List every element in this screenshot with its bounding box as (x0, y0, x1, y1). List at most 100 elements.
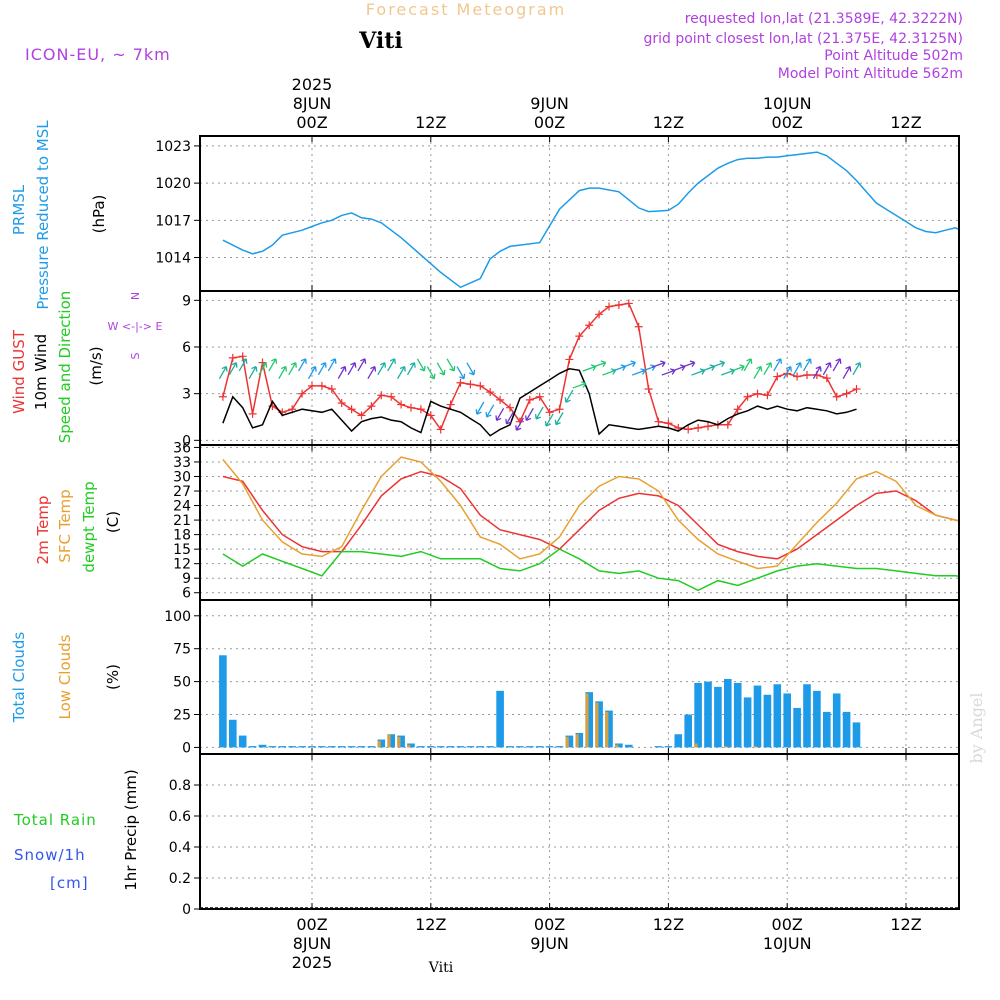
temp-2m-label: 2m Temp (34, 496, 52, 565)
wind-arrow (228, 362, 238, 376)
total-cloud-bar (773, 684, 782, 748)
wind-arrow-head (825, 362, 832, 368)
wind-arrow (406, 362, 416, 376)
app-title: Forecast Meteogram (366, 0, 566, 19)
total-cloud-bar (575, 732, 584, 748)
low-cloud-bar (595, 702, 599, 748)
panel-3: 0 25 50 75 100 (164, 599, 960, 756)
total-cloud-bar (229, 719, 237, 748)
wind-arrow-shaft (486, 404, 495, 418)
wind-arrow-shaft (621, 361, 636, 368)
gust-marker (506, 403, 514, 412)
wind-arrow (602, 368, 617, 376)
wind-arrow (377, 362, 387, 376)
y-tick-label: 15 (173, 542, 191, 558)
wind-arrow-head (370, 366, 377, 372)
total-cloud-bar (694, 682, 702, 748)
gust-marker (644, 385, 653, 393)
wind-arrow (534, 406, 544, 420)
wind-arrow-head (469, 369, 476, 376)
total-cloud-bar (654, 746, 663, 748)
wind-arrow-shaft (337, 366, 346, 380)
wind-arrow (495, 407, 505, 422)
y-tick-label: 24 (173, 499, 191, 515)
total-cloud-bar (357, 746, 366, 748)
gust-marker (397, 400, 406, 409)
gust-marker (852, 385, 861, 393)
wind-arrow (773, 358, 783, 372)
model-altitude: Model Point Altitude 562m (778, 66, 963, 82)
total-cloud-bar (813, 690, 821, 748)
wind-arrow-head (350, 362, 357, 368)
gust-marker (387, 392, 396, 401)
total-cloud-bar (555, 746, 564, 748)
total-cloud-bar (753, 685, 762, 748)
gust-marker (228, 353, 237, 362)
wind-arrow (426, 366, 436, 380)
panel-frame (199, 753, 960, 910)
wind-arrow (753, 366, 763, 380)
wind-arrow-shaft (565, 389, 574, 403)
low-cloud-bar (387, 734, 391, 748)
wind-arrow (515, 417, 524, 431)
wind-arrow (436, 362, 446, 376)
total-cloud-bar (595, 701, 603, 748)
wind-arrow (387, 358, 396, 372)
total-cloud-bar (436, 746, 445, 748)
wind-arrow-head (419, 365, 426, 372)
gust-marker (654, 417, 663, 426)
wind-arrow-head (379, 362, 387, 368)
total-cloud-bar (842, 711, 851, 748)
y-tick-label: 0.4 (169, 840, 191, 856)
y-tick-label: 3 (182, 387, 191, 403)
gust-marker (525, 395, 534, 404)
wind-arrow (720, 368, 735, 376)
wind-arrow-head (689, 360, 696, 368)
wind-arrow-head (290, 362, 297, 368)
wind-arrow-head (630, 360, 636, 368)
wind-arrow-shaft (268, 358, 277, 372)
temp-panel-labels: 2m Temp SFC Temp dewpt Temp (C) (34, 481, 122, 572)
wind-arrow-shaft (592, 361, 606, 368)
wind-arrow (218, 366, 228, 380)
wind-arrow (544, 413, 554, 427)
wind-arrow (582, 364, 597, 372)
wind-arrow (278, 366, 288, 380)
wind-arrow (357, 358, 367, 372)
wind-arrow (456, 366, 466, 380)
model-name: ICON-EU, ~ 7km (25, 45, 171, 64)
time-label: 12Z (415, 915, 446, 934)
wind-arrow-head (320, 362, 327, 368)
wind-arrow (793, 362, 802, 376)
total-cloud-bar (248, 746, 257, 748)
y-tick-label: 0 (182, 433, 191, 449)
wind-arrow-shaft (248, 366, 257, 380)
total-cloud-bar (714, 686, 722, 748)
wind-arrow-head (600, 360, 607, 368)
total-cloud-bar (328, 746, 336, 748)
y-tick-label: 12 (173, 557, 191, 573)
wind-arrow (505, 411, 515, 425)
gust-marker (565, 355, 574, 364)
wind-arrow-head (525, 415, 532, 422)
total-cloud-bar (367, 746, 376, 748)
gust-marker (436, 425, 445, 434)
gust-marker (822, 374, 831, 383)
wind-arrow-head (660, 360, 666, 368)
total-cloud-bar (288, 746, 296, 748)
wind-arrow (832, 358, 842, 372)
wind-arrow (258, 362, 268, 376)
y-tick-label: 21 (173, 513, 191, 529)
gust-marker (446, 400, 455, 409)
total-cloud-bar (268, 746, 277, 748)
wind-arrow-head (449, 365, 456, 372)
wind-arrow-head (739, 364, 745, 371)
wind-unit: (m/s) (87, 346, 105, 385)
series-line-10m-wind (222, 368, 857, 437)
wind-arrow (730, 364, 745, 372)
wind-arrow-shaft (298, 358, 307, 372)
wind-arrow-head (310, 366, 317, 372)
low-cloud-bar (377, 740, 381, 748)
